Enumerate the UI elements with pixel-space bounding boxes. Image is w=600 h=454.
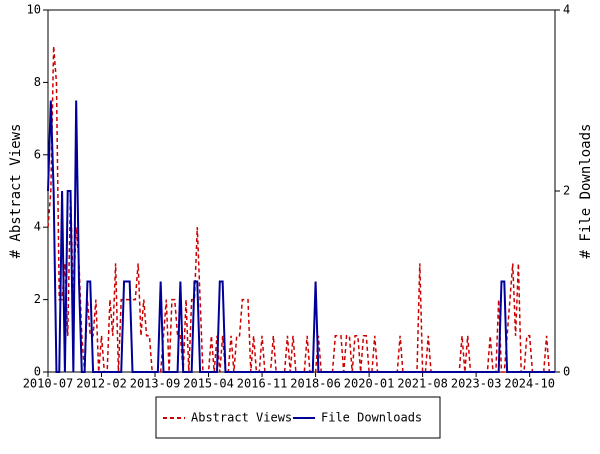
y-tick-label: 8: [34, 75, 41, 89]
legend-label: Abstract Views: [191, 411, 292, 425]
series-line: [47, 46, 555, 373]
x-tick-label: 2023-03: [451, 377, 502, 391]
x-tick-label: 2016-11: [237, 377, 288, 391]
y-axis-label: # Abstract Views: [8, 124, 24, 259]
y2-tick-label: 2: [563, 184, 570, 198]
y2-tick-label: 4: [563, 3, 570, 17]
y-tick-label: 10: [27, 3, 41, 17]
y-tick-label: 4: [34, 220, 41, 234]
y-tick-label: 2: [34, 292, 41, 306]
y2-axis-label: # File Downloads: [578, 124, 594, 259]
x-tick-label: 2013-09: [130, 377, 181, 391]
y2-tick-label: 0: [563, 365, 570, 379]
y-tick-label: 0: [34, 365, 41, 379]
x-tick-label: 2021-08: [397, 377, 448, 391]
x-tick-label: 2024-10: [504, 377, 555, 391]
x-tick-label: 2012-02: [76, 377, 127, 391]
legend-label: File Downloads: [321, 411, 422, 425]
x-tick-label: 2018-06: [290, 377, 341, 391]
plot-frame: [47, 9, 556, 373]
y-tick-label: 6: [34, 147, 41, 161]
x-tick-label: 2010-07: [23, 377, 74, 391]
series-line: [47, 100, 555, 373]
x-tick-label: 2020-01: [344, 377, 395, 391]
x-tick-label: 2015-04: [183, 377, 234, 391]
